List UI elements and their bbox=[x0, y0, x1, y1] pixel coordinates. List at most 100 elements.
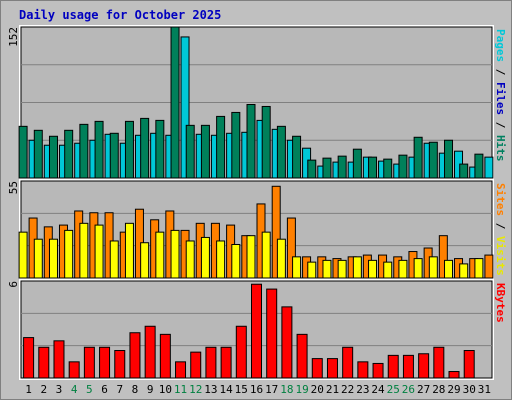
x-tick-label: 10 bbox=[159, 383, 172, 396]
bar-visits-day-15 bbox=[231, 243, 241, 279]
bar-visits-day-11 bbox=[170, 229, 180, 279]
bar-visits-day-17 bbox=[261, 231, 271, 279]
bar-sites-day-18 bbox=[286, 217, 296, 279]
bar-visits-day-24 bbox=[368, 259, 378, 279]
bar-kbytes-day-1 bbox=[23, 337, 35, 379]
legend-text: KBytes bbox=[494, 283, 507, 323]
bar-hits-day-22 bbox=[337, 155, 347, 179]
bar-hits-day-31 bbox=[474, 153, 484, 179]
legend-text: Sites bbox=[494, 183, 507, 216]
bar-kbytes-day-13 bbox=[205, 346, 217, 379]
y-max-label: 55 bbox=[7, 181, 20, 194]
bar-hits-day-4 bbox=[64, 129, 74, 179]
bar-hits-day-18 bbox=[276, 125, 286, 179]
bar-visits-day-18 bbox=[276, 238, 286, 279]
bar-hits-day-6 bbox=[94, 120, 104, 179]
x-tick-label: 13 bbox=[204, 383, 217, 396]
bar-hits-day-28 bbox=[428, 141, 438, 179]
bar-visits-day-6 bbox=[94, 224, 104, 279]
x-tick-label: 14 bbox=[219, 383, 233, 396]
x-tick-label: 19 bbox=[295, 383, 308, 396]
bar-kbytes-day-17 bbox=[266, 288, 278, 379]
x-tick-label: 20 bbox=[311, 383, 324, 396]
x-tick-label: 31 bbox=[478, 383, 491, 396]
x-tick-label: 2 bbox=[40, 383, 47, 396]
bar-visits-day-27 bbox=[413, 258, 423, 279]
bar-visits-day-5 bbox=[79, 222, 89, 279]
bar-kbytes-day-30 bbox=[463, 350, 475, 379]
bar-hits-day-8 bbox=[124, 120, 134, 179]
bar-hits-day-2 bbox=[33, 129, 43, 179]
x-tick-label: 12 bbox=[189, 383, 202, 396]
y-max-label: 152 bbox=[7, 27, 20, 47]
bar-hits-day-14 bbox=[216, 115, 226, 179]
x-tick-label: 4 bbox=[71, 383, 78, 396]
bar-hits-day-27 bbox=[413, 136, 423, 179]
bar-hits-day-11 bbox=[170, 26, 180, 179]
bar-visits-day-31 bbox=[474, 258, 484, 279]
bar-files-day-11 bbox=[180, 36, 190, 179]
x-tick-label: 26 bbox=[402, 383, 415, 396]
bar-hits-day-3 bbox=[48, 135, 58, 179]
bar-kbytes-day-4 bbox=[68, 361, 80, 379]
bar-visits-day-28 bbox=[428, 256, 438, 279]
bar-visits-day-12 bbox=[185, 240, 195, 279]
bar-sites-day-28 bbox=[438, 235, 448, 279]
bar-kbytes-day-22 bbox=[342, 346, 354, 379]
bar-kbytes-day-19 bbox=[296, 333, 308, 379]
bar-kbytes-day-8 bbox=[129, 332, 141, 379]
legend-text: / bbox=[494, 115, 507, 135]
bar-kbytes-day-28 bbox=[433, 346, 445, 379]
panel-legend-label: KBytes bbox=[494, 283, 507, 323]
x-tick-label: 7 bbox=[116, 383, 123, 396]
bar-sites-day-31 bbox=[484, 254, 494, 279]
bar-hits-day-20 bbox=[307, 159, 317, 179]
bar-hits-day-17 bbox=[261, 105, 271, 179]
x-tick-label: 16 bbox=[250, 383, 263, 396]
bar-hits-day-10 bbox=[155, 119, 165, 179]
x-tick-label: 15 bbox=[235, 383, 248, 396]
bar-kbytes-day-16 bbox=[251, 283, 262, 379]
bar-visits-day-1 bbox=[18, 231, 28, 279]
bar-kbytes-day-5 bbox=[83, 346, 95, 379]
x-tick-label: 27 bbox=[417, 383, 430, 396]
bar-kbytes-day-6 bbox=[99, 346, 111, 379]
bar-visits-day-23 bbox=[352, 256, 362, 279]
x-tick-label: 24 bbox=[371, 383, 385, 396]
bar-visits-day-4 bbox=[64, 229, 74, 279]
x-tick-label: 8 bbox=[132, 383, 139, 396]
x-axis-ticks: 1 2 3 4 5 6 7 8 9 10 11 12 13 14 15 16 17 18 19 20 21 22 23 24 2… bbox=[25, 383, 491, 396]
bar-hits-day-9 bbox=[140, 117, 150, 179]
bar-kbytes-day-24 bbox=[372, 362, 384, 379]
panel-1: 152 Pages / Files / Hits bbox=[7, 25, 507, 180]
bar-kbytes-day-15 bbox=[235, 325, 247, 379]
bar-hits-day-12 bbox=[185, 124, 195, 179]
chart-panels: 152 Pages / Files / Hits 55 Sites / Visits 6… bbox=[7, 25, 507, 380]
bar-visits-day-22 bbox=[337, 259, 347, 279]
bar-kbytes-day-18 bbox=[281, 306, 293, 379]
legend-text: Files bbox=[494, 82, 507, 115]
bar-kbytes-day-25 bbox=[387, 354, 399, 379]
bar-visits-day-14 bbox=[216, 240, 226, 279]
x-tick-label: 5 bbox=[86, 383, 93, 396]
bar-visits-day-30 bbox=[459, 263, 469, 279]
bar-hits-day-1 bbox=[18, 125, 28, 179]
legend-text: Pages bbox=[494, 29, 507, 62]
x-tick-label: 30 bbox=[463, 383, 476, 396]
bar-hits-day-7 bbox=[109, 132, 119, 179]
bar-kbytes-day-29 bbox=[448, 371, 460, 379]
bar-kbytes-day-11 bbox=[175, 361, 187, 379]
bar-visits-day-16 bbox=[246, 235, 256, 279]
bar-hits-day-25 bbox=[383, 158, 393, 179]
x-tick-label: 1 bbox=[25, 383, 32, 396]
y-max-label: 6 bbox=[7, 281, 20, 288]
bar-hits-day-13 bbox=[200, 124, 210, 179]
bar-visits-day-26 bbox=[398, 259, 408, 279]
bar-kbytes-day-21 bbox=[326, 358, 338, 379]
x-tick-label: 6 bbox=[101, 383, 108, 396]
x-tick-label: 17 bbox=[265, 383, 278, 396]
bar-visits-day-7 bbox=[109, 240, 119, 279]
x-tick-label: 11 bbox=[174, 383, 187, 396]
panel-legend-label: Sites / Visits bbox=[494, 183, 507, 276]
